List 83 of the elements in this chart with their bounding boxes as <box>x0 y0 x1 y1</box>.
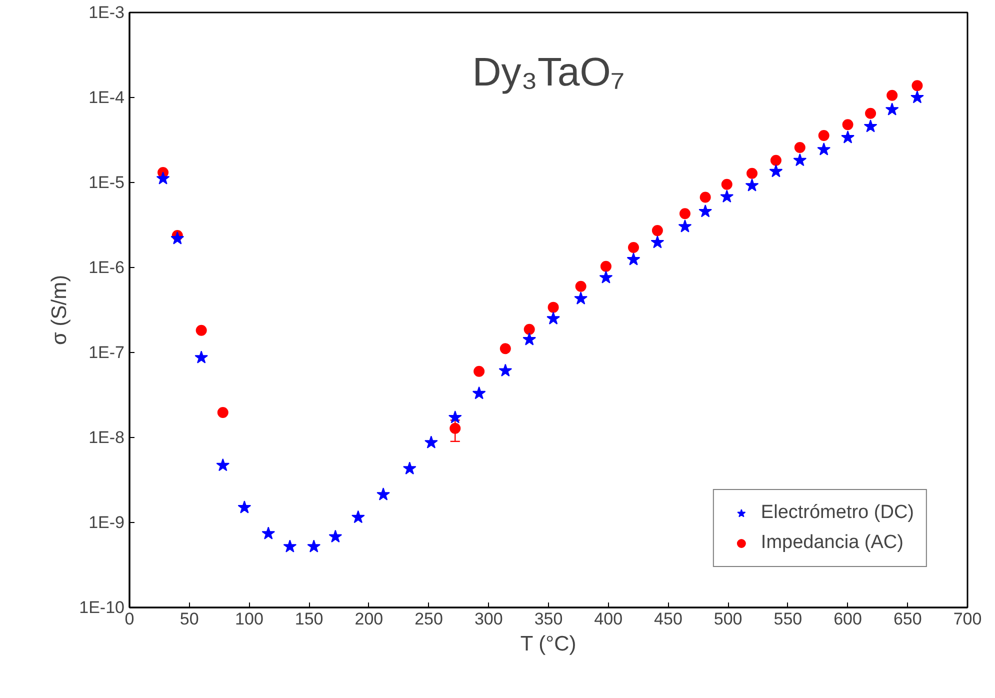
point <box>474 366 485 377</box>
point <box>746 168 758 179</box>
y-axis-title: σ (S/m) <box>48 274 72 346</box>
point <box>498 364 512 377</box>
point <box>575 280 586 292</box>
point <box>328 530 342 542</box>
point <box>652 225 663 236</box>
x-tick-label: 650 <box>893 610 922 628</box>
x-tick-label: 700 <box>953 610 982 628</box>
point <box>500 343 511 354</box>
point <box>818 130 830 142</box>
point <box>546 312 560 324</box>
point <box>910 90 924 104</box>
x-tick-label: 250 <box>414 610 443 628</box>
point <box>216 458 230 472</box>
x-tick-label: 50 <box>180 610 199 628</box>
point <box>886 90 898 101</box>
x-tick-label: 400 <box>594 610 623 628</box>
y-tick-label: 1E-7 <box>88 343 125 362</box>
point <box>376 488 390 500</box>
x-tick-label: 200 <box>354 610 384 628</box>
point <box>793 153 807 166</box>
point <box>678 220 692 232</box>
point <box>912 80 923 92</box>
point <box>450 422 461 434</box>
point <box>700 192 711 203</box>
point <box>721 178 732 190</box>
point <box>841 130 854 144</box>
x-tick-label: 150 <box>294 610 324 628</box>
point <box>628 242 639 253</box>
point <box>817 142 831 156</box>
x-tick-label: 500 <box>714 610 742 628</box>
point <box>626 252 640 266</box>
x-tick-label: 450 <box>654 610 682 628</box>
point <box>769 164 783 178</box>
point <box>424 436 438 448</box>
point <box>770 154 782 166</box>
y-tick-label: 1E-9 <box>88 513 125 532</box>
point <box>864 119 878 132</box>
y-tick-label: 1E-4 <box>88 88 125 107</box>
point <box>650 235 664 248</box>
point <box>448 410 462 424</box>
point <box>524 324 535 335</box>
x-tick-label: 550 <box>774 610 802 628</box>
point <box>472 386 486 400</box>
y-tick-label: 1E-3 <box>88 3 125 22</box>
y-tick-label: 1E-5 <box>88 173 125 192</box>
y-tick-label: 1E-6 <box>88 258 125 277</box>
point <box>600 260 612 272</box>
point <box>679 208 690 220</box>
point <box>196 324 207 336</box>
point <box>745 178 759 192</box>
point <box>170 232 184 244</box>
x-tick-label: 100 <box>235 610 264 628</box>
x-axis-title: T (°C) <box>520 632 576 656</box>
text: Dy₃TaO₇ <box>472 50 625 94</box>
point <box>548 302 559 313</box>
point <box>238 500 252 514</box>
point <box>156 172 170 184</box>
point <box>885 102 899 116</box>
point <box>217 406 228 418</box>
point <box>522 332 536 346</box>
y-tick-label: 1E-10 <box>79 598 125 617</box>
point <box>720 190 734 202</box>
point <box>574 292 588 304</box>
x-tick-label: 350 <box>534 610 563 628</box>
point <box>794 142 806 153</box>
point <box>599 270 613 284</box>
point <box>262 526 276 540</box>
legend-label: Electrómetro (DC) <box>760 502 914 524</box>
y-tick-label: 1E-8 <box>88 428 125 447</box>
point <box>842 119 854 130</box>
point <box>283 540 297 552</box>
x-tick-label: 600 <box>834 610 862 628</box>
point <box>402 462 416 474</box>
x-tick-label: 0 <box>124 610 134 628</box>
point <box>351 510 365 524</box>
point <box>698 204 712 218</box>
point <box>307 540 321 552</box>
point <box>865 108 876 119</box>
point <box>194 350 208 364</box>
legend-label: Impedancia (AC) <box>760 532 904 554</box>
x-tick-label: 300 <box>474 610 503 628</box>
